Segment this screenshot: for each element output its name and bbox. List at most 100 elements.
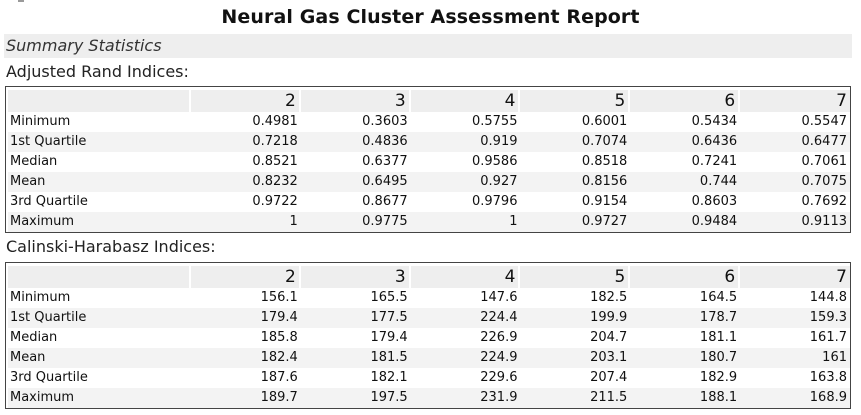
table-cell: 0.7075 xyxy=(740,172,850,192)
column-header: 5 xyxy=(520,90,631,112)
adjusted-rand-label: Adjusted Rand Indices: xyxy=(6,62,189,81)
table-row: Maximum 1 0.9775 1 0.9727 0.9484 0.9113 xyxy=(8,212,850,232)
table-cell: 182.5 xyxy=(520,288,631,308)
column-header: 3 xyxy=(300,266,411,288)
table-cell: 178.7 xyxy=(630,308,741,328)
table-row: Minimum 156.1 165.5 147.6 182.5 164.5 144.8 xyxy=(8,288,850,308)
table-row: Mean 182.4 181.5 224.9 203.1 180.7 161 xyxy=(8,348,850,368)
table-cell: 189.7 xyxy=(191,388,301,408)
column-header: 7 xyxy=(740,266,850,288)
table-cell: 0.6495 xyxy=(300,172,411,192)
table-cell: 159.3 xyxy=(740,308,850,328)
calinski-harabasz-table: 2 3 4 5 6 7 Minimum 156.1 165.5 147.6 182.5 164.5 14… xyxy=(8,266,850,408)
table-cell: 0.9113 xyxy=(740,212,850,232)
table-cell: 0.6001 xyxy=(520,112,631,132)
table-row: 3rd Quartile 187.6 182.1 229.6 207.4 182.9 163… xyxy=(8,368,850,388)
table-cell: 147.6 xyxy=(410,288,521,308)
column-header: 3 xyxy=(300,90,411,112)
table-cell: 1 xyxy=(191,212,301,232)
table-cell: 0.6377 xyxy=(300,152,411,172)
row-label: Minimum xyxy=(8,288,191,308)
column-header: 7 xyxy=(740,90,850,112)
table-cell: 168.9 xyxy=(740,388,850,408)
column-header: 6 xyxy=(630,90,741,112)
table-cell: 197.5 xyxy=(300,388,411,408)
table-cell: 185.8 xyxy=(191,328,301,348)
table-cell: 0.927 xyxy=(410,172,521,192)
calinski-harabasz-table-frame: 2 3 4 5 6 7 Minimum 156.1 165.5 147.6 182.5 164.5 14… xyxy=(5,262,851,409)
column-header: 2 xyxy=(191,90,301,112)
table-cell: 0.9796 xyxy=(410,192,521,212)
table-cell: 181.1 xyxy=(630,328,741,348)
table-cell: 224.9 xyxy=(410,348,521,368)
table-cell: 203.1 xyxy=(520,348,631,368)
table-cell: 144.8 xyxy=(740,288,850,308)
table-row: 1st Quartile 179.4 177.5 224.4 199.9 178.7 159… xyxy=(8,308,850,328)
table-cell: 224.4 xyxy=(410,308,521,328)
table-cell: 0.5755 xyxy=(410,112,521,132)
table-cell: 0.5434 xyxy=(630,112,741,132)
row-label: 3rd Quartile xyxy=(8,368,191,388)
top-edge-mark xyxy=(0,0,861,3)
table-cell: 179.4 xyxy=(300,328,411,348)
row-label: Median xyxy=(8,152,191,172)
table-cell: 0.9154 xyxy=(520,192,631,212)
report-title: Neural Gas Cluster Assessment Report xyxy=(221,6,640,28)
column-header: 4 xyxy=(410,266,521,288)
table-cell: 0.9722 xyxy=(191,192,301,212)
table-cell: 199.9 xyxy=(520,308,631,328)
table-cell: 163.8 xyxy=(740,368,850,388)
table-cell: 0.7692 xyxy=(740,192,850,212)
table-row: Minimum 0.4981 0.3603 0.5755 0.6001 0.5434 0.5… xyxy=(8,112,850,132)
table-cell: 182.9 xyxy=(630,368,741,388)
table-cell: 0.8518 xyxy=(520,152,631,172)
table-cell: 0.8521 xyxy=(191,152,301,172)
table-cell: 0.919 xyxy=(410,132,521,152)
table-row: Median 0.8521 0.6377 0.9586 0.8518 0.7241 0.70… xyxy=(8,152,850,172)
table-cell: 161.7 xyxy=(740,328,850,348)
table-cell: 188.1 xyxy=(630,388,741,408)
header-corner xyxy=(8,90,191,112)
table-cell: 1 xyxy=(410,212,521,232)
table-row: 3rd Quartile 0.9722 0.8677 0.9796 0.9154 0.86… xyxy=(8,192,850,212)
table-cell: 0.9727 xyxy=(520,212,631,232)
table-cell: 204.7 xyxy=(520,328,631,348)
table-cell: 229.6 xyxy=(410,368,521,388)
row-label: Minimum xyxy=(8,112,191,132)
table-cell: 226.9 xyxy=(410,328,521,348)
table-cell: 0.6436 xyxy=(630,132,741,152)
row-label: Maximum xyxy=(8,388,191,408)
adjusted-rand-table: 2 3 4 5 6 7 Minimum 0.4981 0.3603 0.5755 0.6001 0.5… xyxy=(8,90,850,232)
table-cell: 179.4 xyxy=(191,308,301,328)
table-cell: 0.3603 xyxy=(300,112,411,132)
table-cell: 0.8603 xyxy=(630,192,741,212)
table-cell: 0.7241 xyxy=(630,152,741,172)
table-cell: 0.8156 xyxy=(520,172,631,192)
table-cell: 180.7 xyxy=(630,348,741,368)
table-cell: 165.5 xyxy=(300,288,411,308)
table-cell: 181.5 xyxy=(300,348,411,368)
table-cell: 182.1 xyxy=(300,368,411,388)
table-cell: 0.9586 xyxy=(410,152,521,172)
column-header: 4 xyxy=(410,90,521,112)
calinski-harabasz-label: Calinski-Harabasz Indices: xyxy=(6,237,216,256)
table-cell: 0.8232 xyxy=(191,172,301,192)
table-cell: 211.5 xyxy=(520,388,631,408)
table-cell: 0.4836 xyxy=(300,132,411,152)
table-cell: 231.9 xyxy=(410,388,521,408)
adjusted-rand-table-frame: 2 3 4 5 6 7 Minimum 0.4981 0.3603 0.5755 0.6001 0.5… xyxy=(5,86,851,233)
row-label: 1st Quartile xyxy=(8,132,191,152)
table-cell: 0.7061 xyxy=(740,152,850,172)
table-cell: 177.5 xyxy=(300,308,411,328)
row-label: Maximum xyxy=(8,212,191,232)
table-cell: 0.9484 xyxy=(630,212,741,232)
row-label: Mean xyxy=(8,348,191,368)
table-cell: 207.4 xyxy=(520,368,631,388)
row-label: 1st Quartile xyxy=(8,308,191,328)
row-label: 3rd Quartile xyxy=(8,192,191,212)
table-row: 1st Quartile 0.7218 0.4836 0.919 0.7074 0.643… xyxy=(8,132,850,152)
column-header: 2 xyxy=(191,266,301,288)
header-corner xyxy=(8,266,191,288)
table-cell: 156.1 xyxy=(191,288,301,308)
row-label: Mean xyxy=(8,172,191,192)
